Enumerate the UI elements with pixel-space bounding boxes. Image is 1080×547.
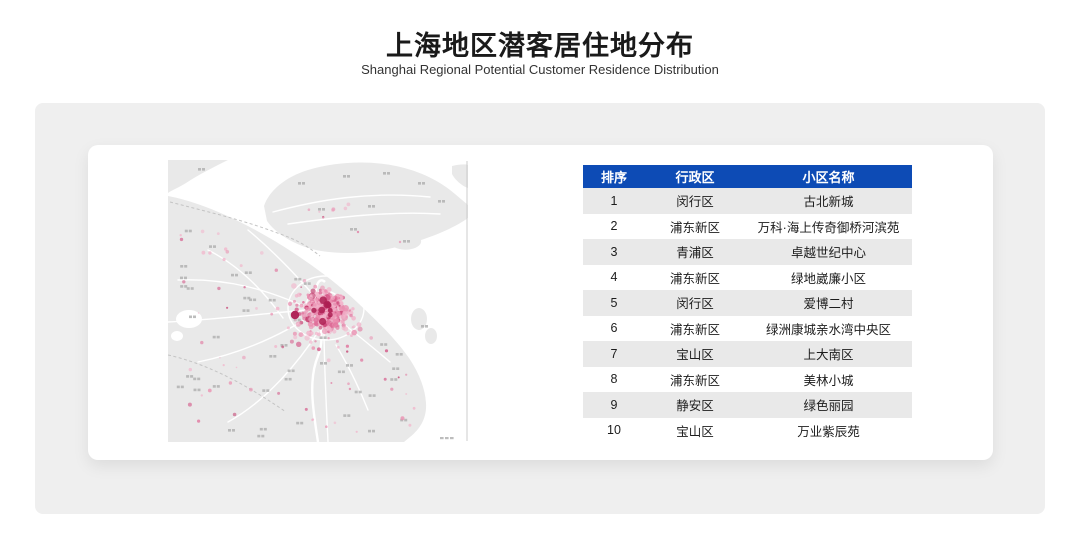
cell-community: 万业紫辰苑 — [797, 424, 860, 439]
cell-community: 爱博二村 — [803, 297, 854, 312]
cell-district: 宝山区 — [676, 424, 714, 439]
map-attribution — [440, 437, 454, 440]
table-row: 10 宝山区 万业紫辰苑 — [583, 417, 912, 443]
map-land — [168, 160, 468, 442]
cell-rank: 10 — [607, 423, 621, 438]
map-canvas — [168, 160, 468, 442]
content-card: 排序 行政区 小区名称 1 闵行区 古北新城 2 浦东新区 万科·海上传奇御桥河滨苑 3 青浦… — [88, 145, 993, 460]
page-title: 上海地区潜客居住地分布 — [386, 31, 694, 61]
cell-rank: 1 — [610, 193, 618, 208]
page-subtitle: Shanghai Regional Potential Customer Res… — [361, 62, 719, 77]
cell-district: 闵行区 — [676, 195, 714, 210]
table-row: 2 浦东新区 万科·海上传奇御桥河滨苑 — [583, 213, 912, 239]
cell-rank: 8 — [610, 372, 618, 387]
table-header-row: 排序 行政区 小区名称 — [583, 165, 912, 188]
cell-community: 万科·海上传奇御桥河滨苑 — [757, 220, 900, 235]
content-panel: 排序 行政区 小区名称 1 闵行区 古北新城 2 浦东新区 万科·海上传奇御桥河滨苑 3 青浦… — [35, 103, 1045, 514]
cell-rank: 9 — [610, 397, 618, 412]
map-lakes — [171, 310, 202, 341]
ranking-table: 排序 行政区 小区名称 1 闵行区 古北新城 2 浦东新区 万科·海上传奇御桥河滨苑 3 青浦… — [583, 165, 912, 443]
cell-community: 绿地崴廉小区 — [790, 271, 866, 286]
cell-rank: 6 — [610, 321, 618, 336]
cell-community: 古北新城 — [803, 195, 854, 210]
cell-rank: 2 — [610, 219, 618, 234]
cell-district: 闵行区 — [676, 297, 714, 312]
cell-rank: 4 — [610, 270, 618, 285]
cell-community: 绿洲康城亲水湾中央区 — [765, 322, 891, 337]
table-row: 1 闵行区 古北新城 — [583, 188, 912, 214]
cell-district: 浦东新区 — [669, 373, 720, 388]
shanghai-map — [168, 160, 468, 442]
header-district: 行政区 — [675, 170, 715, 185]
cell-community: 上大南区 — [803, 348, 854, 363]
cell-district: 浦东新区 — [669, 220, 720, 235]
density-dots — [179, 202, 416, 433]
cell-community: 美林小城 — [803, 373, 854, 388]
cell-district: 浦东新区 — [669, 322, 720, 337]
cell-rank: 7 — [610, 346, 618, 361]
table-row: 8 浦东新区 美林小城 — [583, 366, 912, 392]
table-row: 9 静安区 绿色丽园 — [583, 392, 912, 418]
cell-district: 静安区 — [676, 399, 714, 414]
table-row: 7 宝山区 上大南区 — [583, 341, 912, 367]
header-rank: 排序 — [600, 170, 627, 185]
cell-rank: 3 — [610, 244, 618, 259]
map-rail-lines — [168, 201, 321, 413]
table-row: 5 闵行区 爱博二村 — [583, 290, 912, 316]
table-body: 1 闵行区 古北新城 2 浦东新区 万科·海上传奇御桥河滨苑 3 青浦区 卓越世纪中心 4 浦东新区… — [583, 188, 912, 443]
table-row: 4 浦东新区 绿地崴廉小区 — [583, 264, 912, 290]
cell-district: 青浦区 — [676, 246, 714, 261]
cell-district: 浦东新区 — [669, 271, 720, 286]
cell-community: 卓越世纪中心 — [790, 246, 866, 261]
table-row: 3 青浦区 卓越世纪中心 — [583, 239, 912, 265]
cell-community: 绿色丽园 — [803, 399, 854, 414]
cell-district: 宝山区 — [676, 348, 714, 363]
cell-rank: 5 — [610, 295, 618, 310]
header-community: 小区名称 — [802, 170, 855, 185]
huangpu-river — [311, 279, 326, 442]
table-row: 6 浦东新区 绿洲康城亲水湾中央区 — [583, 315, 912, 341]
